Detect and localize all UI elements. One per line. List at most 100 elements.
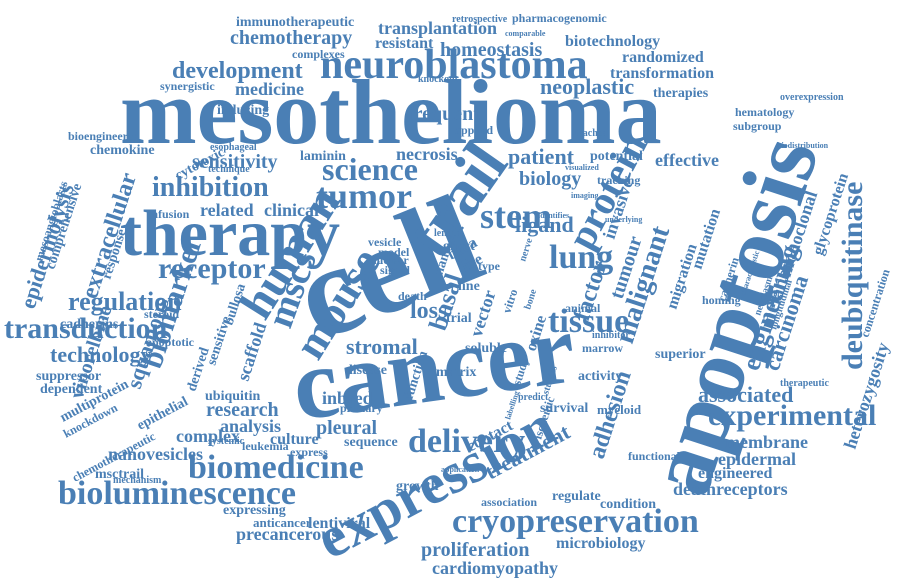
word-line: line xyxy=(458,279,480,294)
word-mesothelioma: mesothelioma xyxy=(120,61,662,163)
word-lung: lung xyxy=(549,239,613,276)
word-regulate: regulate xyxy=(552,489,601,504)
word-chemotherapy: chemotherapy xyxy=(230,27,352,49)
word-medicine: medicine xyxy=(235,79,304,99)
word-predict: predict xyxy=(518,392,549,403)
word-transduction: transduction xyxy=(4,312,168,345)
word-tumor: tumor xyxy=(316,176,412,216)
word-potential: potential xyxy=(590,149,643,164)
word-laminin: laminin xyxy=(300,149,346,164)
word-proliferation: proliferation xyxy=(421,539,530,561)
word-trial: trial xyxy=(446,311,472,326)
word-imaging: imaging xyxy=(571,191,599,200)
word-underlying: underlying xyxy=(605,215,642,224)
word-growth: growth xyxy=(396,479,439,494)
word-therapies: therapies xyxy=(653,86,709,101)
word-soluble: soluble xyxy=(465,341,507,356)
word-bioluminescence: bioluminescence xyxy=(58,475,296,512)
word-myeloid: myeloid xyxy=(597,402,642,417)
word-receptor: receptor xyxy=(158,252,266,285)
word-clinical: clinical xyxy=(264,200,319,220)
word-culture: culture xyxy=(270,431,319,448)
word-overexpression: overexpression xyxy=(780,92,844,103)
word-immunotherapeutic: immunotherapeutic xyxy=(236,15,354,30)
word-derived: derived xyxy=(185,346,213,394)
word-deubiquitinase: deubiquitinase xyxy=(836,182,869,370)
word-ligand: ligand xyxy=(515,212,574,237)
word-effective: effective xyxy=(655,150,719,170)
word-sequence: sequence xyxy=(344,435,398,450)
word-primary: primary xyxy=(340,401,383,415)
word-death: death xyxy=(398,289,427,303)
word-msctrail: msctrail xyxy=(95,467,144,482)
word-infusion: infusion xyxy=(148,207,190,221)
word-nuclear: nuclear xyxy=(370,253,409,267)
word-animal: animal xyxy=(565,301,601,315)
word-anticancer: anticancer xyxy=(253,515,312,530)
word-applied: applied xyxy=(455,123,493,137)
word-synergistic: synergistic xyxy=(160,79,215,93)
word-inhibition: inhibition xyxy=(152,172,269,203)
word-subgroup: subgroup xyxy=(733,119,782,133)
word-express: express xyxy=(290,445,328,459)
word-homing: homing xyxy=(702,293,741,307)
word-randomized: randomized xyxy=(622,49,704,66)
word-technology: technology xyxy=(50,342,151,367)
word-precancerous: precancerous xyxy=(236,524,338,544)
word-technique: technique xyxy=(208,164,250,175)
word-engineered: engineered xyxy=(698,465,772,482)
word-inducing: inducing xyxy=(217,103,269,118)
word-pharmacogenomic: pharmacogenomic xyxy=(512,11,607,25)
word-membrane: membrane xyxy=(725,432,808,452)
word-lentiviral: lentiviral xyxy=(308,515,371,532)
word-neuroblastoma: neuroblastoma xyxy=(320,42,588,88)
word-frequent: frequent xyxy=(407,103,480,125)
word-dependent: dependent xyxy=(40,382,103,397)
word-transformation: transformation xyxy=(610,65,714,82)
word-leukemia: leukemia xyxy=(242,439,289,453)
word-experimental: experimental xyxy=(708,399,876,432)
word-cardiomyopathy: cardiomyopathy xyxy=(432,558,558,578)
word-ghost: ghost xyxy=(443,239,475,254)
word-transplantation: transplantation xyxy=(378,18,497,38)
word-mechanism: mechanism xyxy=(113,475,162,486)
word-marrow: marrow xyxy=(582,341,623,355)
word-activity: activity xyxy=(578,369,622,384)
word-survival: survival xyxy=(540,401,588,416)
word-homeostasis: homeostasis xyxy=(440,39,542,61)
word-nerve: nerve xyxy=(517,236,535,263)
word-pleural: pleural xyxy=(316,417,378,439)
word-deathreceptors: deathreceptors xyxy=(673,479,788,499)
word-nanovesicles: nanovesicles xyxy=(108,444,203,464)
word-biodistribution: biodistribution xyxy=(777,141,829,150)
word-suppressor: suppressor xyxy=(36,369,101,384)
word-scaffold: scaffold xyxy=(233,320,271,383)
word-model: model xyxy=(378,245,410,259)
word-ubiquitin: ubiquitin xyxy=(205,389,260,404)
word-inhibitor: inhibitor xyxy=(592,330,630,341)
word-delivery: delivery xyxy=(408,423,525,460)
word-knockout: knockout xyxy=(418,74,459,85)
word-complex: complex xyxy=(176,426,240,446)
word-stem: stem xyxy=(480,196,552,236)
word-therapy: therapy xyxy=(120,197,340,270)
word-identifies: identifies xyxy=(538,211,569,220)
word-inbred: inbred xyxy=(322,388,373,408)
word-retrospective: retrospective xyxy=(452,14,508,25)
word-related: related xyxy=(200,200,254,220)
word-expressing: expressing xyxy=(223,503,286,518)
word-apoptotic: apoptotic xyxy=(146,335,195,349)
word-necrosis: necrosis xyxy=(396,144,458,164)
word-biology: biology xyxy=(519,168,581,190)
word-condition: condition xyxy=(600,497,656,512)
word-cryopreservation: cryopreservation xyxy=(452,503,699,540)
word-regulation: regulation xyxy=(68,287,182,316)
word-patient: patient xyxy=(508,144,575,169)
word-signal: signal xyxy=(380,263,411,277)
word-loss: loss xyxy=(410,298,447,324)
word-matrix: matrix xyxy=(436,365,476,380)
word-complexes: complexes xyxy=(292,47,345,61)
word-science: science xyxy=(322,151,418,187)
